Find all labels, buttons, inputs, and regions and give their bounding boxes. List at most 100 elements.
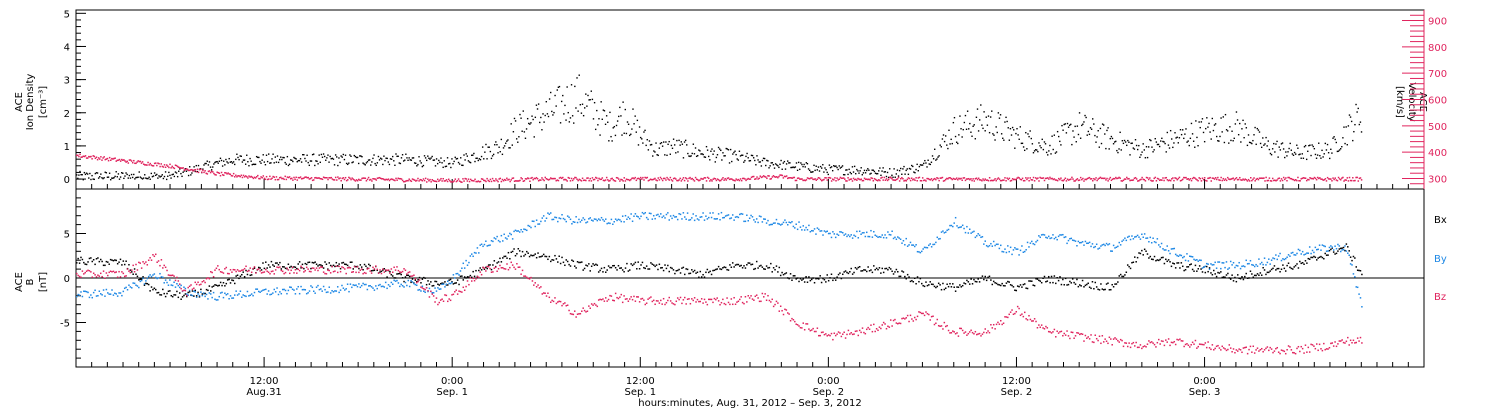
b-by-point: [178, 285, 180, 287]
b-bz-point: [264, 271, 266, 273]
b-by-point: [1072, 239, 1074, 241]
b-bz-point: [794, 321, 796, 323]
b-bx-point: [144, 284, 146, 286]
b-bz-point: [354, 266, 356, 268]
bottom-ylabel-line1: ACE: [14, 272, 25, 292]
b-bz-point: [364, 272, 366, 274]
velocity-point: [1015, 179, 1017, 181]
b-bx-point: [575, 267, 577, 269]
density-point: [1159, 146, 1160, 147]
x-tick-label-time: 0:00: [441, 376, 463, 387]
density-point: [705, 157, 706, 158]
b-bx-point: [1198, 268, 1200, 270]
density-point: [279, 159, 280, 160]
velocity-point: [1216, 179, 1218, 181]
b-by-point: [949, 225, 951, 227]
b-bz-point: [338, 266, 340, 268]
b-bx-point: [1343, 247, 1345, 249]
density-point: [877, 173, 878, 174]
b-bx-point: [959, 284, 961, 286]
b-bx-point: [454, 282, 456, 284]
b-bz-point: [712, 302, 714, 304]
velocity-point: [494, 180, 496, 182]
b-bx-point: [962, 285, 964, 287]
density-point: [839, 165, 840, 166]
density-point: [826, 172, 827, 173]
b-bz-point: [499, 265, 501, 267]
b-bx-point: [317, 265, 319, 267]
density-point: [564, 105, 565, 106]
b-bx-point: [84, 263, 86, 265]
b-bz-point: [101, 276, 103, 278]
b-bx-point: [423, 277, 425, 279]
b-bz-point: [599, 299, 601, 301]
b-bx-point: [1250, 270, 1252, 272]
b-by-point: [903, 240, 905, 242]
density-point: [570, 117, 571, 118]
b-bx-point: [481, 269, 483, 271]
b-by-point: [230, 295, 232, 297]
b-by-point: [367, 289, 369, 291]
density-point: [591, 90, 592, 91]
b-by-point: [571, 223, 573, 225]
b-bx-point: [684, 274, 686, 276]
b-bz-point: [556, 303, 558, 305]
b-bz-point: [805, 323, 807, 325]
density-point: [97, 172, 98, 173]
b-bx-point: [1241, 276, 1243, 278]
b-by-point: [1157, 238, 1159, 240]
x-tick-label-date: Sep. 3: [1189, 387, 1221, 398]
b-bx-point: [410, 282, 412, 284]
b-by-point: [1172, 248, 1174, 250]
b-by-point: [982, 236, 984, 238]
velocity-point: [1236, 177, 1238, 179]
b-bz-point: [591, 303, 593, 305]
density-point: [181, 176, 182, 177]
b-bx-point: [1284, 268, 1286, 270]
density-point: [211, 169, 212, 170]
density-point: [637, 120, 638, 121]
density-point: [99, 176, 100, 177]
b-bx-point: [1231, 274, 1233, 276]
density-point: [1045, 143, 1046, 144]
density-point: [453, 161, 454, 162]
velocity-point: [549, 179, 551, 181]
b-bx-point: [290, 266, 292, 268]
b-bx-point: [436, 281, 438, 283]
velocity-point: [1272, 178, 1274, 180]
b-bz-point: [803, 322, 805, 324]
b-by-point: [369, 285, 371, 287]
b-bx-point: [1124, 274, 1126, 276]
b-bz-point: [635, 300, 637, 302]
b-bx-point: [1034, 285, 1036, 287]
b-by-point: [1220, 268, 1222, 270]
density-point: [133, 174, 134, 175]
density-point: [539, 122, 540, 123]
b-by-point: [114, 292, 116, 294]
b-bx-point: [709, 271, 711, 273]
velocity-point: [1250, 177, 1252, 179]
b-bx-point: [925, 281, 927, 283]
b-by-point: [124, 288, 126, 290]
b-by-point: [732, 214, 734, 216]
b-bx-point: [942, 283, 944, 285]
density-point: [483, 158, 484, 159]
b-bz-point: [228, 273, 230, 275]
b-bz-point: [687, 299, 689, 301]
density-point: [314, 165, 315, 166]
b-bx-point: [169, 290, 171, 292]
b-bx-point: [963, 282, 965, 284]
density-point: [435, 165, 436, 166]
b-bx-point: [825, 281, 827, 283]
b-bx-point: [417, 279, 419, 281]
b-by-point: [316, 286, 318, 288]
b-bz-point: [406, 273, 408, 275]
b-bz-point: [458, 290, 460, 292]
b-by-point: [348, 291, 350, 293]
density-point: [1302, 153, 1303, 154]
b-by-point: [244, 295, 246, 297]
b-bx-point: [1229, 277, 1231, 279]
b-bx-point: [1216, 276, 1218, 278]
b-bz-point: [416, 282, 418, 284]
density-point: [381, 158, 382, 159]
